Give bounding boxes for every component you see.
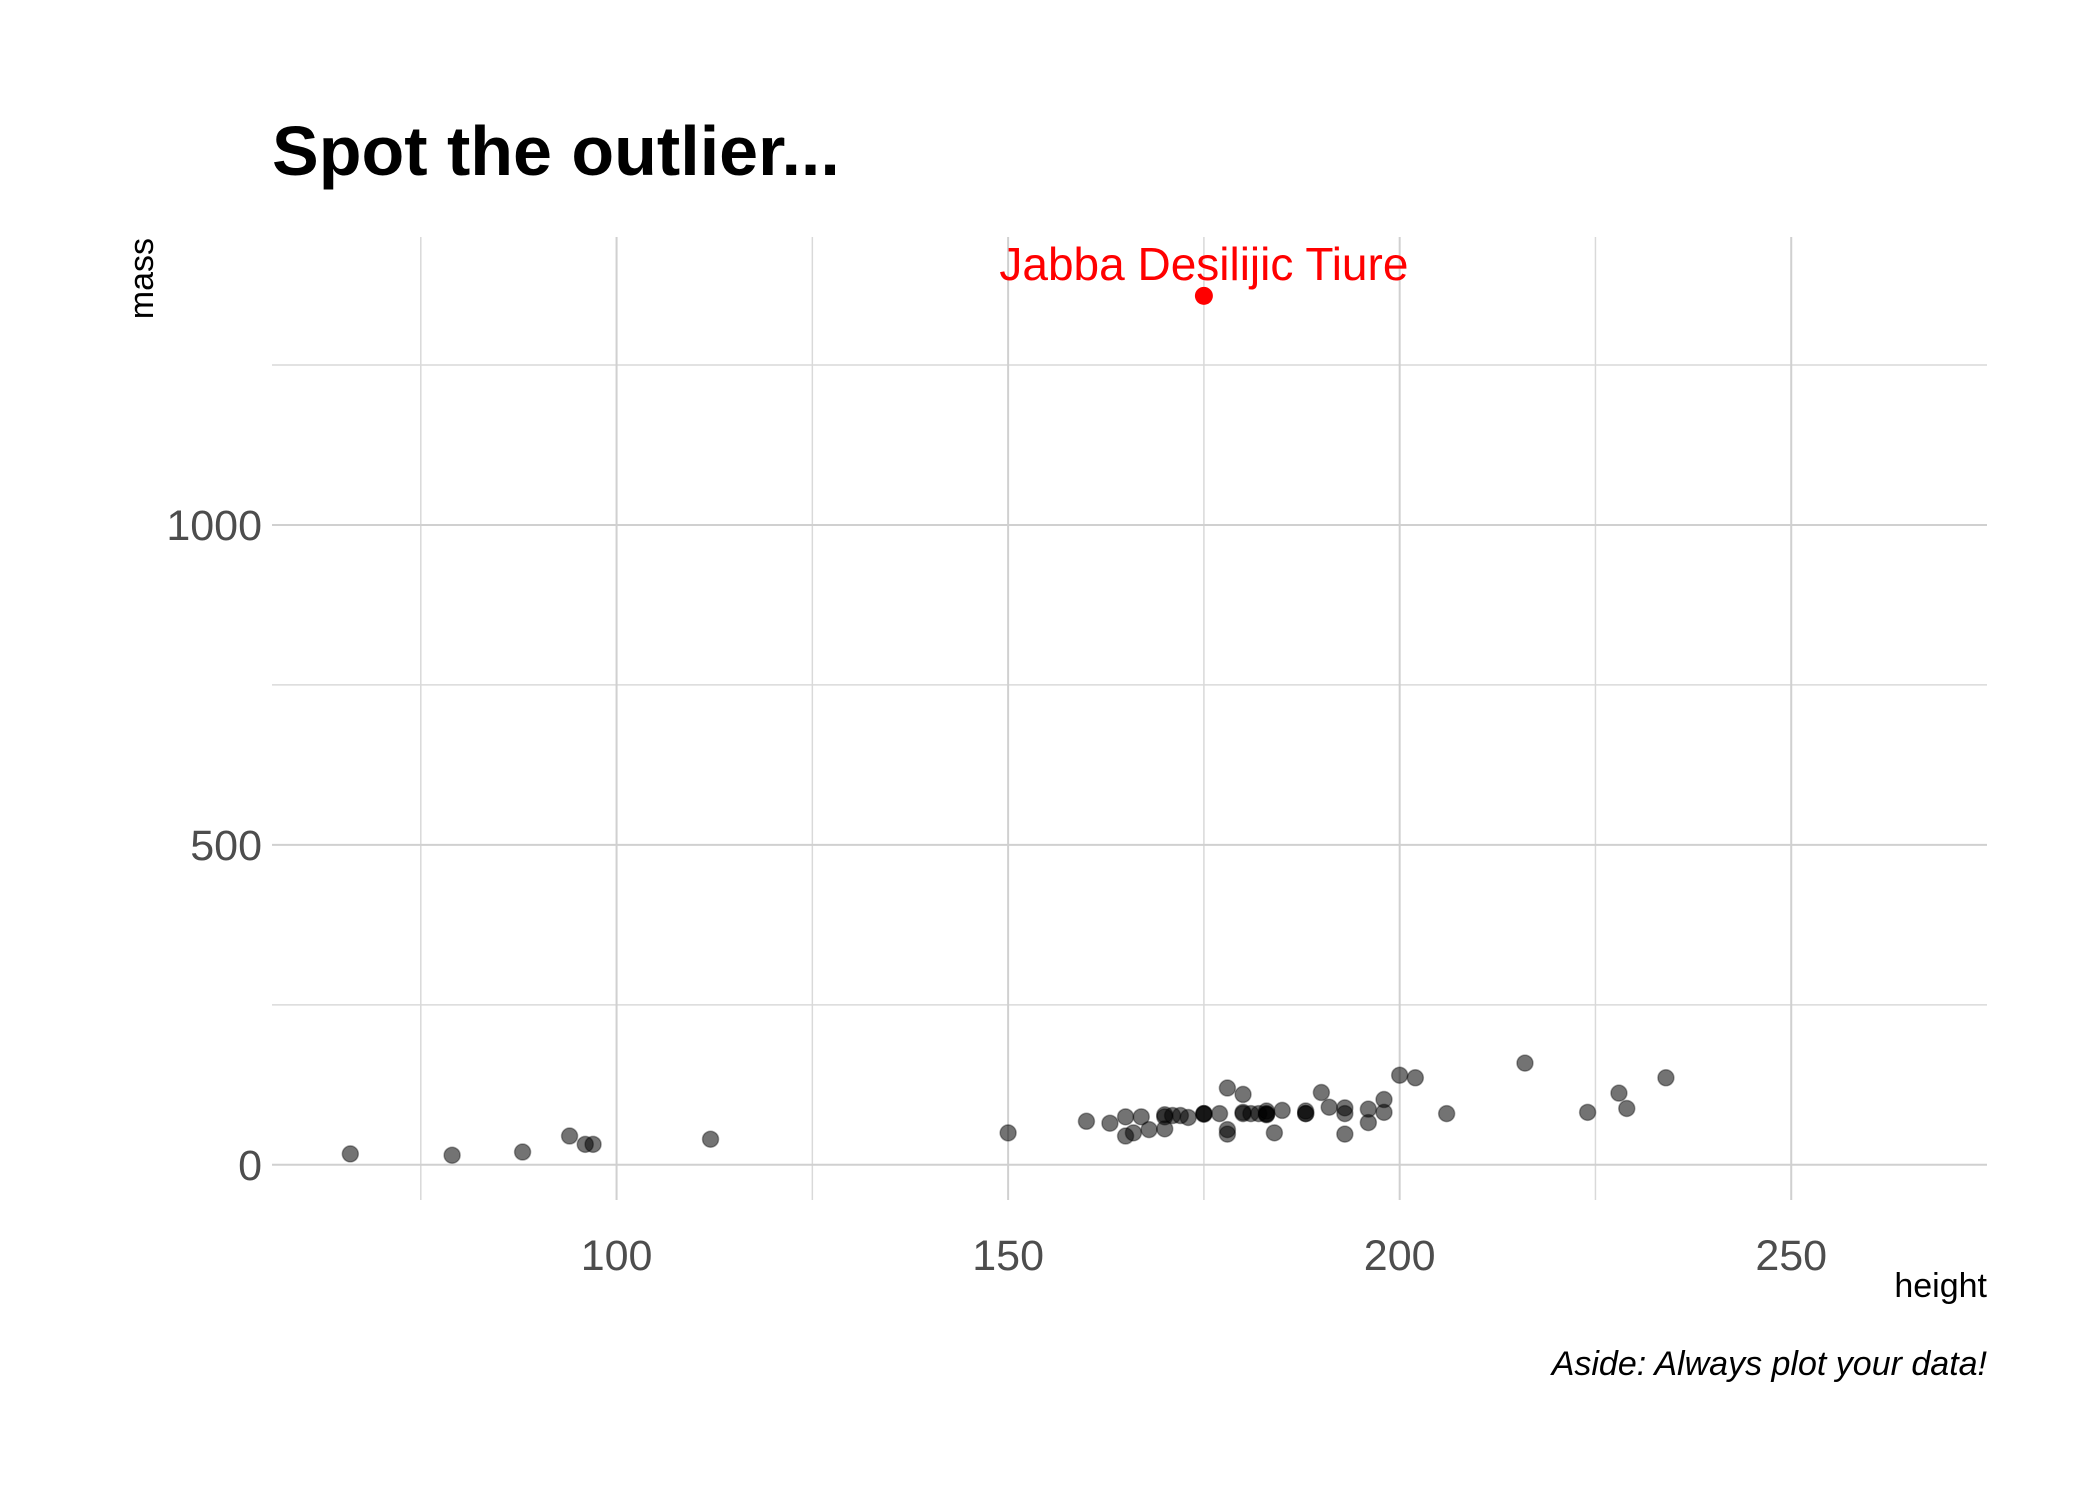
- data-point: [1077, 1112, 1096, 1131]
- data-point: [1320, 1098, 1338, 1116]
- data-point: [1359, 1113, 1378, 1132]
- chart-title: Spot the outlier...: [272, 112, 840, 190]
- x-tick-label: 200: [1364, 1232, 1436, 1280]
- data-point: [1124, 1124, 1143, 1142]
- data-point: [513, 1143, 532, 1161]
- data-point: [560, 1127, 579, 1145]
- data-point: [999, 1124, 1017, 1142]
- data-point: [1273, 1101, 1291, 1120]
- data-point: [341, 1145, 360, 1163]
- data-point: [1132, 1108, 1150, 1126]
- data-point: [1179, 1108, 1197, 1127]
- data-point: [1101, 1114, 1119, 1132]
- y-axis-title: mass: [123, 238, 161, 319]
- data-point: [1116, 1108, 1135, 1126]
- data-point: [1336, 1125, 1354, 1143]
- data-point: [1218, 1120, 1237, 1139]
- data-point: [1195, 1105, 1213, 1124]
- data-point: [1257, 1106, 1276, 1124]
- y-tick-label: 0: [238, 1142, 262, 1190]
- y-tick-label: 1000: [166, 502, 262, 550]
- data-point: [1218, 1079, 1237, 1097]
- data-point: [584, 1135, 602, 1154]
- data-point: [1618, 1099, 1636, 1118]
- x-tick-label: 150: [972, 1232, 1044, 1280]
- data-point: [1210, 1104, 1229, 1123]
- data-point: [1296, 1104, 1315, 1123]
- data-point: [1312, 1083, 1331, 1102]
- data-point: [1610, 1084, 1628, 1102]
- x-tick-label: 250: [1755, 1232, 1827, 1280]
- outlier-label: Jabba Desilijic Tiure: [999, 238, 1408, 290]
- data-point: [1390, 1066, 1409, 1084]
- data-point: [1657, 1069, 1675, 1087]
- data-point: [443, 1146, 461, 1164]
- data-point: [1406, 1069, 1425, 1087]
- chart-caption: Aside: Always plot your data!: [1550, 1345, 1988, 1383]
- data-point: [1578, 1103, 1597, 1122]
- data-point: [1265, 1124, 1284, 1142]
- gridlines: [272, 237, 1987, 1200]
- y-axis-ticks: 0 500 1000: [166, 502, 262, 1190]
- data-point: [1140, 1120, 1158, 1139]
- data-point: [1234, 1085, 1252, 1104]
- x-tick-label: 100: [581, 1232, 653, 1280]
- x-axis-ticks: 100 150 200 250: [581, 1232, 1827, 1280]
- data-points: [341, 1054, 1675, 1164]
- data-point: [1516, 1054, 1534, 1072]
- data-point: [1375, 1090, 1393, 1109]
- data-point: [1155, 1120, 1174, 1138]
- data-point: [1336, 1104, 1354, 1123]
- y-tick-label: 500: [190, 822, 262, 870]
- data-point: [1437, 1104, 1456, 1123]
- x-axis-title: height: [1894, 1267, 1987, 1305]
- outlier-point: [1194, 286, 1213, 305]
- data-point: [701, 1130, 720, 1148]
